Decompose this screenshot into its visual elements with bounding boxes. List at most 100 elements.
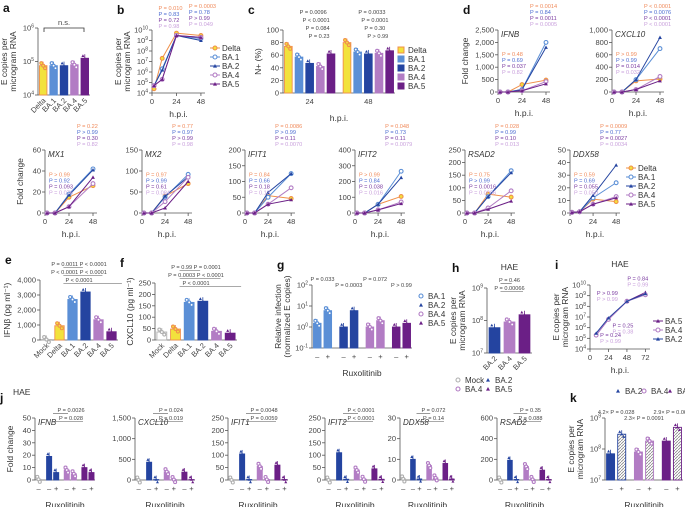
data-point — [352, 309, 356, 312]
data-point — [154, 478, 158, 481]
data-point — [265, 194, 271, 200]
p-value: P = 0.77 — [600, 130, 621, 136]
bar-BA.2 — [488, 327, 501, 354]
p-value: P > 0.99 — [600, 339, 621, 345]
x-tick-label: – — [372, 484, 377, 493]
p-value: P > 0.99 — [597, 291, 618, 297]
legend-label-BA.5: BA.5 — [677, 387, 685, 396]
data-point — [606, 316, 611, 320]
x-tick-label: 0 — [496, 96, 500, 105]
y-tick-label: 107 — [590, 476, 601, 485]
data-point — [137, 480, 142, 485]
p-value: P < 0.0001 — [303, 18, 330, 24]
data-point — [191, 480, 195, 484]
data-point — [53, 468, 57, 472]
legend-label-Delta: Delta — [408, 46, 427, 55]
data-point — [258, 466, 264, 471]
data-point — [506, 90, 510, 94]
data-point — [54, 471, 58, 474]
data-point — [379, 477, 383, 481]
data-point — [46, 339, 51, 345]
data-point — [343, 38, 348, 43]
data-point — [146, 458, 150, 461]
y-tick-label: 200 — [138, 290, 151, 299]
x-tick-label: – — [275, 484, 280, 493]
data-point — [629, 184, 633, 188]
data-point — [656, 337, 660, 341]
bar-+ — [402, 322, 411, 349]
y-tick-label: 50 — [216, 463, 224, 472]
legend-label-BA.1: BA.1 — [428, 292, 446, 301]
series-line-BA.2 — [595, 293, 646, 334]
data-point — [411, 457, 415, 461]
panel-g: g 10-1 100 101 102 Relative infection (normali… — [273, 258, 446, 378]
bar-– — [606, 453, 616, 481]
data-point — [189, 302, 194, 307]
y-tick-label: 100 — [266, 26, 279, 35]
legend-label-BA.2: BA.2 — [495, 376, 513, 385]
data-point — [376, 316, 381, 321]
data-point — [367, 324, 372, 330]
y-tick-label: 2,500 — [475, 26, 494, 35]
p-value: P = 0.050 — [574, 190, 598, 196]
p-value: P > 0.99 — [275, 130, 296, 136]
series-line-BA.5 — [143, 181, 189, 214]
bar-BA.5 — [80, 57, 89, 96]
data-point — [645, 436, 650, 441]
data-point — [163, 194, 167, 198]
data-point — [53, 211, 57, 215]
y-tick-label: 100 — [448, 183, 461, 192]
data-point — [60, 61, 64, 65]
x-tick-label: 24 — [65, 217, 73, 226]
x-axis-label: Ruxolitinib — [505, 500, 544, 507]
x-tick-label: – — [524, 484, 529, 493]
x-tick-label: + — [647, 484, 652, 493]
data-point — [544, 81, 548, 86]
data-point — [614, 195, 619, 200]
p-value: 2.9× P = 0.062 — [654, 410, 685, 416]
legend-swatch — [397, 64, 405, 72]
gene-title: RSAD2 — [500, 418, 527, 427]
group-label: 24 — [305, 97, 313, 106]
legend-label-BA.4: BA.4 — [465, 385, 483, 394]
x-axis-label: h.p.i. — [169, 109, 187, 119]
y-tick-label: 200 — [480, 455, 493, 464]
data-point — [520, 88, 524, 93]
y-tick-label: 102 — [297, 281, 308, 290]
data-point — [516, 480, 520, 484]
bar-BA.1 — [67, 299, 78, 341]
data-point — [83, 56, 87, 60]
x-tick-label: + — [378, 352, 383, 361]
x-tick-label: + — [417, 484, 422, 493]
data-point — [620, 90, 624, 94]
p-value: P = 0.77 — [172, 124, 193, 130]
data-point — [67, 193, 71, 197]
x-tick-label: – — [636, 484, 641, 493]
y-tick-label: 0 — [275, 89, 279, 98]
x-tick-label: – — [540, 484, 545, 493]
data-point — [289, 197, 294, 202]
data-point — [185, 174, 191, 180]
p-value: P = 0.30 — [77, 136, 98, 142]
data-point — [428, 465, 433, 471]
x-tick-label: 48 — [397, 217, 405, 226]
data-point — [657, 46, 663, 52]
p-value: P = 0.99 — [627, 282, 648, 288]
x-tick-label: 48 — [287, 217, 295, 226]
y-tick-label: 400 — [480, 434, 493, 443]
y-tick-label: 100 — [228, 177, 241, 186]
data-point — [323, 306, 328, 311]
p-value: P = 0.0003 — [335, 283, 362, 289]
p-value: P = 0.032 — [616, 70, 640, 76]
data-point — [510, 322, 515, 327]
p-value: P < 0.0001 — [65, 278, 92, 284]
data-point — [142, 211, 146, 215]
x-tick-label: + — [675, 484, 680, 493]
y-tick-label: 109 — [137, 36, 148, 45]
data-point — [188, 475, 192, 479]
y-axis-label: E copies per — [566, 425, 576, 472]
x-tick-label: – — [229, 484, 234, 493]
